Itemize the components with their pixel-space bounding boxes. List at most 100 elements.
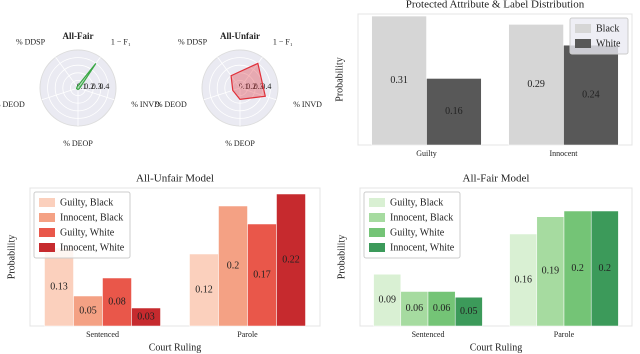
legend-box: [33, 191, 131, 259]
legend-label: Guilty, Black: [60, 197, 113, 208]
axis-label: % INVD: [131, 100, 160, 109]
chart-title: Protected Attribute & Label Distribution: [406, 0, 585, 11]
spoke: [239, 57, 263, 89]
value-label: 0.16: [514, 274, 532, 285]
legend-swatch: [369, 198, 385, 207]
bar: [400, 291, 429, 327]
value-label: 0.19: [542, 266, 560, 277]
x-tick-label: Guilty: [416, 149, 436, 158]
y-axis-label: Probability: [6, 235, 17, 279]
axis-label: % DEOD: [0, 100, 25, 109]
y-axis-label: Probability: [334, 57, 345, 101]
value-label: 0.06: [406, 303, 424, 314]
x-tick-label: Sentenced: [412, 330, 445, 339]
spoke: [41, 87, 79, 101]
bar: [373, 274, 402, 327]
value-label: 0.2: [599, 263, 612, 274]
r-tick-label: 0.4: [261, 82, 271, 91]
value-label: 0.08: [108, 296, 126, 307]
bar: [131, 307, 161, 327]
bar: [563, 44, 619, 146]
value-label: 0.29: [527, 79, 545, 90]
r-tick-label: 0.2: [246, 82, 256, 91]
axis-label: 1 − F₁: [111, 38, 131, 47]
axis-label: % DEOP: [63, 139, 93, 148]
legend-label: Black: [596, 23, 619, 34]
legend-swatch: [369, 243, 385, 252]
legend-swatch: [369, 228, 385, 237]
bar: [454, 297, 483, 327]
spoke: [239, 87, 277, 101]
bar: [509, 233, 538, 327]
spoke: [55, 57, 79, 89]
bar: [276, 193, 306, 327]
y-axis-label: Probability: [336, 235, 347, 279]
value-label: 0.31: [390, 75, 408, 86]
x-tick-label: Parole: [237, 330, 258, 339]
legend-label: Guilty, White: [390, 227, 445, 238]
value-label: 0.24: [582, 89, 600, 100]
legend-label: Innocent, Black: [60, 212, 123, 223]
chart-title: All-Unfair: [220, 31, 260, 41]
r-tick-label: 0.2: [84, 82, 94, 91]
axis-label: % INVD: [293, 100, 322, 109]
legend-label: Guilty, Black: [390, 197, 443, 208]
bar: [563, 210, 592, 327]
chart-title: All-Unfair Model: [136, 173, 214, 185]
value-label: 0.12: [195, 284, 213, 295]
bar: [102, 277, 132, 327]
legend-swatch: [369, 213, 385, 222]
axis-label: % DEOD: [156, 100, 187, 109]
spoke: [77, 87, 115, 101]
x-tick-label: Sentenced: [86, 330, 119, 339]
value-label: 0.13: [50, 281, 68, 292]
bar: [247, 223, 277, 327]
legend-box: [363, 191, 461, 259]
value-label: 0.2: [227, 260, 240, 271]
value-label: 0.17: [253, 269, 271, 280]
bar: [73, 295, 103, 327]
r-tick-label: 0.1: [239, 82, 249, 91]
legend-label: Innocent, White: [390, 242, 455, 253]
value-label: 0.05: [79, 305, 97, 316]
bar: [536, 216, 565, 327]
legend-swatch: [39, 243, 55, 252]
value-label: 0.2: [571, 263, 584, 274]
value-label: 0.16: [445, 106, 463, 117]
legend-swatch: [575, 39, 591, 48]
value-label: 0.06: [433, 303, 451, 314]
chart-title: All-Fair Model: [463, 173, 530, 185]
x-tick-label: Parole: [554, 330, 575, 339]
legend-swatch: [575, 24, 591, 33]
chart-title: All-Fair: [63, 31, 94, 41]
radar-area: [230, 62, 267, 101]
legend-label: White: [596, 38, 621, 49]
legend-swatch: [39, 198, 55, 207]
value-label: 0.03: [137, 311, 155, 322]
bar: [218, 205, 248, 327]
legend-label: Innocent, White: [60, 242, 125, 253]
axis-label: % DEOP: [225, 139, 255, 148]
x-tick-label: Innocent: [550, 149, 579, 158]
legend-label: Innocent, Black: [390, 212, 453, 223]
legend-swatch: [39, 228, 55, 237]
bar: [371, 15, 427, 146]
axis-label: % DDSP: [16, 38, 46, 47]
axis-label: 1 − F₁: [273, 38, 293, 47]
spoke: [203, 87, 241, 101]
x-axis-label: Court Ruling: [149, 342, 202, 353]
value-label: 0.22: [282, 254, 300, 265]
legend-label: Guilty, White: [60, 227, 115, 238]
bar: [189, 253, 219, 327]
r-tick-label: 0.3: [92, 82, 102, 91]
bar: [426, 78, 482, 146]
value-label: 0.05: [460, 306, 478, 317]
r-tick-label: 0.1: [77, 82, 87, 91]
x-axis-label: Court Ruling: [470, 342, 523, 353]
axis-label: % DDSP: [178, 38, 208, 47]
r-tick-label: 0.3: [254, 82, 264, 91]
value-label: 0.09: [378, 294, 396, 305]
legend-swatch: [39, 213, 55, 222]
bar: [427, 291, 456, 327]
